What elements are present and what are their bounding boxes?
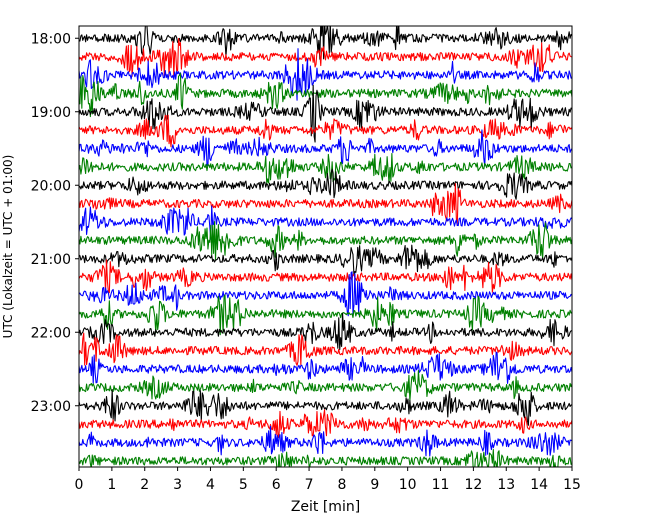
y-tick-label: 19:00 [31,105,71,121]
x-tick-label: 15 [563,477,581,493]
x-tick-label: 2 [140,477,149,493]
x-tick-label: 14 [530,477,548,493]
traces-group [79,26,572,467]
trace-1 [79,38,572,77]
x-axis-label: Zeit [min] [291,499,360,515]
y-tick-label: 21:00 [31,252,71,268]
trace-20 [79,388,572,426]
x-tick-label: 8 [337,477,346,493]
trace-8 [79,168,572,200]
trace-18 [79,351,572,384]
x-tick-label: 6 [272,477,281,493]
y-tick-label: 22:00 [31,325,71,341]
trace-10 [79,205,572,240]
plot-frame [78,25,573,468]
trace-9 [79,183,572,226]
trace-2 [79,48,572,101]
y-tick-label: 20:00 [31,178,71,194]
trace-7 [79,153,572,185]
y-tick-label: 18:00 [31,31,71,47]
trace-17 [79,332,572,366]
y-tick-label: 23:00 [31,399,71,415]
trace-0 [79,26,572,60]
trace-14 [79,271,572,317]
x-tick-label: 11 [432,477,450,493]
x-tick-label: 13 [497,477,515,493]
x-axis: 0 1 2 3 4 5 6 7 8 9 10 11 12 13 14 15 [75,467,581,493]
trace-16 [79,312,572,351]
trace-15 [79,294,572,336]
trace-3 [79,72,572,118]
x-tick-label: 5 [239,477,248,493]
x-tick-label: 4 [206,477,215,493]
x-tick-label: 12 [464,477,482,493]
trace-12 [79,244,572,276]
x-tick-label: 7 [305,477,314,493]
trace-4 [79,84,572,143]
trace-19 [79,369,572,402]
trace-22 [79,425,572,457]
x-tick-label: 9 [370,477,379,493]
trace-5 [79,114,572,148]
y-axis: 18:00 19:00 20:00 21:00 22:00 23:00 [31,31,79,415]
trace-21 [79,409,572,439]
x-tick-label: 3 [173,477,182,493]
trace-23 [79,449,572,467]
x-tick-label: 10 [399,477,417,493]
trace-13 [79,259,572,294]
trace-11 [79,221,572,261]
x-tick-label: 1 [107,477,116,493]
y-axis-label: UTC (Lokalzeit = UTC + 01:00) [1,155,15,339]
trace-6 [79,129,572,167]
x-tick-label: 0 [75,477,84,493]
